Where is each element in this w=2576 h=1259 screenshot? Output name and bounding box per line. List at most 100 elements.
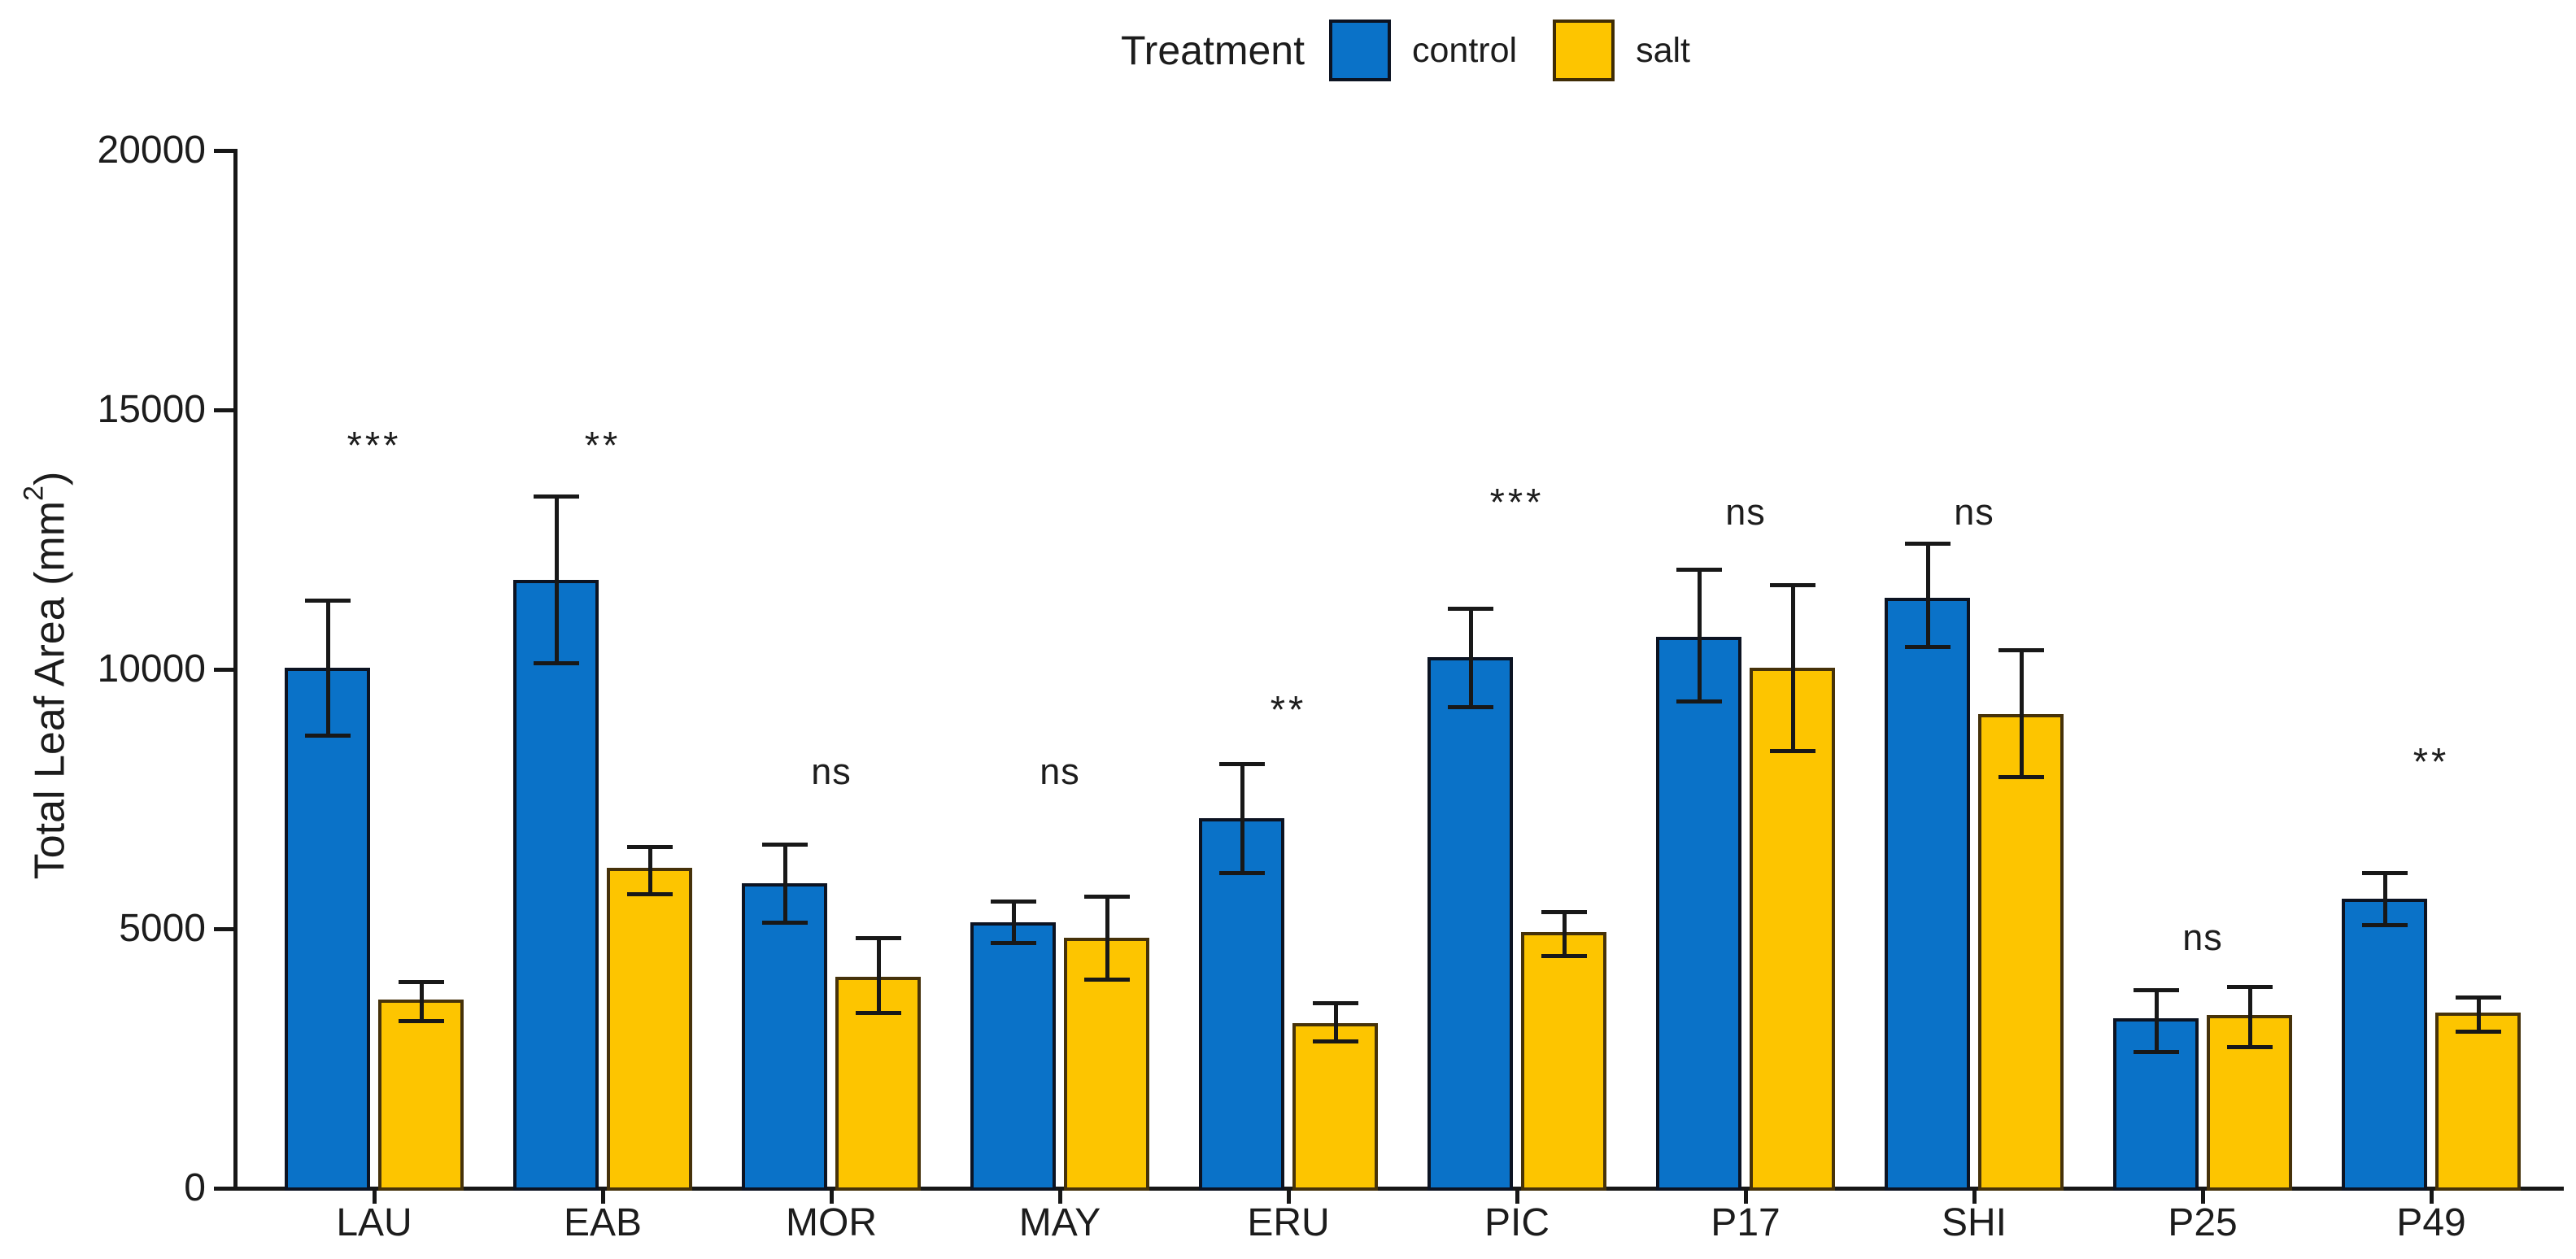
error-bar-cap-bottom-control-PIC — [1447, 704, 1493, 709]
error-bar-control-SHI — [1925, 542, 1930, 647]
error-bar-cap-top-salt-ERU — [1312, 1000, 1358, 1005]
x-axis-line — [233, 1187, 2564, 1191]
error-bar-cap-bottom-control-LAU — [304, 733, 351, 738]
error-bar-cap-bottom-control-EAB — [533, 660, 579, 665]
y-tick-label: 10000 — [97, 647, 206, 690]
x-category-label: P49 — [2396, 1201, 2466, 1244]
error-bar-salt-PIC — [1562, 911, 1567, 956]
y-axis-line — [233, 149, 238, 1191]
error-bar-cap-bottom-control-SHI — [1904, 645, 1951, 650]
x-category-label: PIC — [1484, 1201, 1550, 1244]
x-tick-mark — [1515, 1191, 1519, 1204]
y-tick-label: 20000 — [97, 129, 206, 172]
error-bar-cap-top-salt-P25 — [2226, 985, 2273, 990]
y-tick-mark — [214, 408, 233, 412]
significance-label-MAY: ns — [1040, 750, 1080, 792]
error-bar-cap-bottom-control-P49 — [2361, 922, 2408, 927]
error-bar-cap-bottom-control-MAY — [990, 941, 1036, 946]
error-bar-cap-bottom-salt-SHI — [1998, 774, 2044, 779]
legend-title: Treatment — [1121, 28, 1305, 73]
bar-salt-LAU — [378, 1000, 464, 1191]
error-bar-cap-top-control-P49 — [2361, 871, 2408, 875]
significance-label-P25: ns — [2182, 916, 2223, 958]
error-bar-salt-P49 — [2476, 997, 2481, 1031]
x-tick-mark — [2201, 1191, 2205, 1204]
error-bar-salt-SHI — [2019, 649, 2024, 777]
error-bar-cap-bottom-control-P17 — [1676, 699, 1722, 704]
y-tick-mark — [214, 149, 233, 153]
significance-label-EAB: ** — [584, 423, 621, 467]
error-bar-cap-top-control-SHI — [1904, 541, 1951, 546]
significance-label-SHI: ns — [1954, 490, 1994, 533]
error-bar-cap-bottom-salt-P49 — [2455, 1029, 2501, 1034]
y-tick-label: 0 — [184, 1166, 206, 1209]
y-tick-label: 5000 — [119, 907, 206, 950]
bar-control-EAB — [513, 579, 599, 1191]
error-bar-control-MOR — [782, 843, 787, 922]
error-bar-cap-top-control-P17 — [1676, 567, 1722, 572]
x-category-label: MAY — [1018, 1201, 1101, 1244]
bar-control-SHI — [1885, 597, 1970, 1191]
bar-salt-P49 — [2435, 1013, 2521, 1191]
error-bar-cap-bottom-control-MOR — [761, 920, 808, 925]
error-bar-cap-top-salt-P49 — [2455, 995, 2501, 1000]
bar-salt-P17 — [1750, 668, 1835, 1191]
error-bar-cap-bottom-salt-ERU — [1312, 1039, 1358, 1044]
error-bar-cap-top-salt-PIC — [1541, 909, 1587, 914]
x-tick-mark — [1287, 1191, 1291, 1204]
bar-salt-EAB — [607, 867, 692, 1191]
x-tick-mark — [2430, 1191, 2434, 1204]
y-tick-mark — [214, 927, 233, 931]
x-tick-mark — [601, 1191, 605, 1204]
error-bar-cap-top-salt-EAB — [626, 845, 673, 850]
error-bar-cap-bottom-control-P25 — [2133, 1050, 2179, 1055]
bar-control-MAY — [970, 921, 1056, 1191]
error-bar-cap-top-control-EAB — [533, 494, 579, 499]
x-tick-mark — [1744, 1191, 1748, 1204]
legend-label-salt: salt — [1636, 30, 1691, 70]
bar-control-P49 — [2342, 898, 2427, 1191]
y-axis-title-superscript: 2 — [18, 486, 50, 501]
error-bar-control-LAU — [325, 600, 330, 735]
y-tick-label: 15000 — [97, 388, 206, 431]
error-bar-salt-P25 — [2247, 987, 2252, 1047]
legend-swatch-salt — [1553, 20, 1615, 81]
x-category-label: EAB — [563, 1201, 643, 1244]
bar-control-P17 — [1656, 636, 1741, 1191]
error-bar-control-EAB — [554, 496, 559, 663]
x-tick-mark — [830, 1191, 834, 1204]
error-bar-cap-bottom-salt-P25 — [2226, 1044, 2273, 1049]
legend-swatch-control — [1329, 20, 1392, 81]
bar-control-LAU — [285, 668, 370, 1191]
legend: Treatment control salt — [1121, 0, 1690, 101]
x-tick-mark — [373, 1191, 377, 1204]
error-bar-cap-top-control-MAY — [990, 900, 1036, 904]
bar-control-ERU — [1199, 818, 1284, 1191]
error-bar-cap-top-salt-MAY — [1083, 894, 1130, 899]
error-bar-cap-top-salt-P17 — [1769, 582, 1815, 587]
error-bar-cap-top-salt-MOR — [855, 935, 901, 940]
error-bar-control-P49 — [2382, 873, 2387, 925]
bar-control-PIC — [1427, 657, 1513, 1191]
error-bar-cap-top-control-PIC — [1447, 606, 1493, 611]
significance-label-ERU: ** — [1270, 687, 1307, 731]
error-bar-cap-top-control-ERU — [1218, 762, 1265, 767]
x-category-label: SHI — [1941, 1201, 2007, 1244]
error-bar-cap-bottom-salt-P17 — [1769, 749, 1815, 754]
error-bar-cap-bottom-salt-PIC — [1541, 954, 1587, 959]
significance-label-LAU: *** — [347, 423, 402, 467]
error-bar-control-P17 — [1697, 569, 1702, 702]
bar-control-MOR — [742, 882, 827, 1191]
x-category-label: ERU — [1247, 1201, 1330, 1244]
error-bar-control-MAY — [1011, 901, 1016, 943]
error-bar-cap-bottom-salt-EAB — [626, 891, 673, 896]
error-bar-salt-LAU — [419, 981, 424, 1021]
significance-label-PIC: *** — [1489, 480, 1545, 524]
error-bar-cap-top-salt-SHI — [1998, 647, 2044, 652]
x-category-label: P25 — [2168, 1201, 2238, 1244]
bar-salt-ERU — [1292, 1023, 1378, 1191]
x-category-label: LAU — [336, 1201, 412, 1244]
error-bar-salt-MAY — [1105, 895, 1109, 979]
error-bar-salt-ERU — [1333, 1002, 1338, 1042]
error-bar-control-P25 — [2154, 989, 2159, 1052]
